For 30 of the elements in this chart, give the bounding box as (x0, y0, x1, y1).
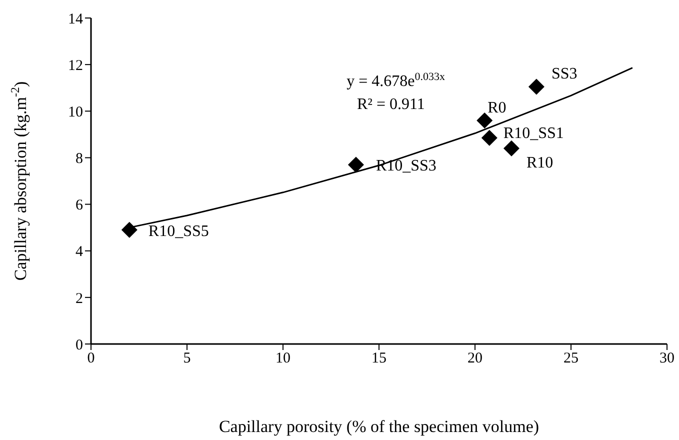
x-tick-label: 30 (660, 350, 674, 367)
annotation: R0 (488, 99, 506, 116)
point (528, 78, 544, 95)
annotation: SS3 (551, 65, 578, 82)
x-axis-title: Capillary porosity (% of the specimen volume) (218, 417, 540, 436)
y-tick-label: 8 (76, 151, 83, 168)
x-tick-label: 15 (372, 350, 386, 367)
y-tick-label: 14 (68, 11, 84, 28)
y-tick-label: 10 (68, 104, 83, 120)
y-tick-label: 6 (76, 198, 84, 214)
annotation: R10_SS5 (148, 222, 209, 240)
y-tick-label: 4 (76, 244, 84, 260)
point (503, 140, 520, 156)
y-tick-label: 0 (76, 337, 83, 354)
point (476, 112, 493, 128)
x-tick-label: 5 (183, 350, 191, 367)
annotation: R10_SS1 (503, 124, 564, 142)
y-tick-label: 12 (68, 58, 83, 74)
point (348, 156, 364, 173)
x-tick-label: 25 (564, 350, 578, 367)
annotation: R² = 0.911 (357, 96, 425, 113)
x-tick-label: 10 (276, 350, 290, 367)
point (481, 130, 498, 146)
annotation: y = 4.678e$^{0.033x}$ (346, 71, 446, 90)
y-tick-label: 2 (76, 290, 83, 307)
point (121, 222, 138, 238)
x-tick-label: 0 (87, 350, 95, 367)
x-tick-label: 20 (468, 350, 482, 367)
annotation: R10 (526, 154, 554, 172)
annotation: R10_SS3 (376, 157, 436, 174)
